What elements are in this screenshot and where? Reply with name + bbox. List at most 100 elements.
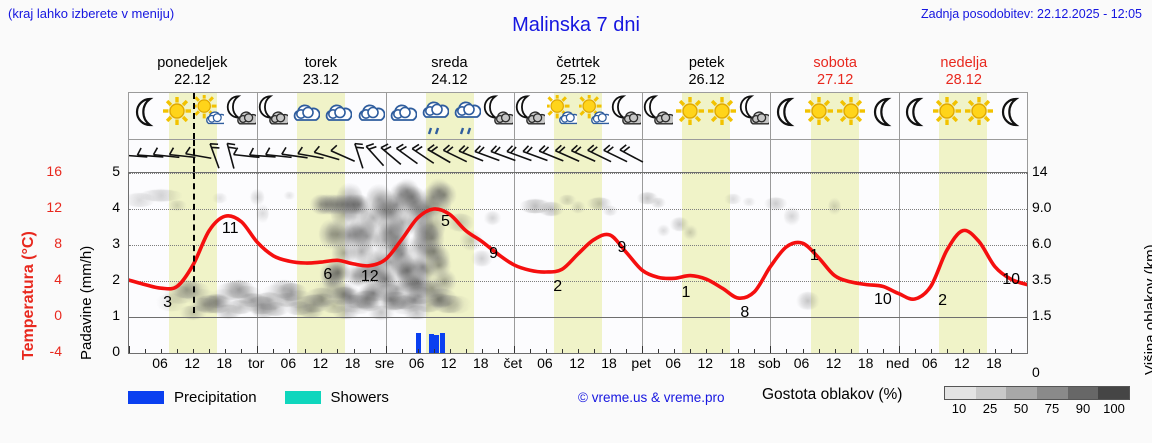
temperature-tick: 0 xyxy=(54,307,62,323)
x-tick xyxy=(834,349,836,353)
x-axis-label: 18 xyxy=(857,355,874,371)
sun-cloud-icon xyxy=(546,95,577,137)
wind-barb xyxy=(152,147,180,159)
density-swatch xyxy=(975,387,1007,399)
x-tick xyxy=(417,349,419,353)
temperature-tick: 8 xyxy=(54,235,62,251)
wind-barb xyxy=(168,147,196,159)
sun-icon xyxy=(932,95,962,137)
cloud-icon xyxy=(355,95,385,137)
x-tick xyxy=(754,349,756,353)
wind-barb xyxy=(265,147,292,159)
day-date: 27.12 xyxy=(817,72,854,88)
x-tick xyxy=(1027,346,1028,353)
location-hint: (kraj lahko izberete v meniju) xyxy=(8,6,175,21)
x-tick xyxy=(642,346,644,353)
x-tick xyxy=(786,349,788,353)
temperature-value-label: 2 xyxy=(553,278,563,295)
day-name: petek xyxy=(688,55,725,71)
x-axis-label: sob xyxy=(758,355,781,371)
x-axis-labels: 06 12 18 tor 06 12 18 sre 06 12 18 čet 06 12 18 pet 06 12… xyxy=(128,355,1028,377)
x-axis-label: pet xyxy=(631,355,651,371)
cloudheight-axis-title: Višina oblakov (km) xyxy=(1142,244,1152,375)
moon-cloud-icon xyxy=(739,95,770,137)
wind-barb xyxy=(281,146,308,159)
x-tick xyxy=(930,349,932,353)
wind-barb xyxy=(506,145,532,162)
wind-barb xyxy=(354,142,365,169)
wind-barb xyxy=(490,145,516,162)
cloud-density-field xyxy=(129,173,1027,353)
day-date: 26.12 xyxy=(688,72,725,88)
wind-barb xyxy=(365,143,385,167)
temperature-value-label: 10 xyxy=(1002,270,1021,288)
density-swatch xyxy=(945,387,976,399)
wind-barb xyxy=(232,147,260,159)
day-separator xyxy=(385,140,387,172)
day-separator xyxy=(770,140,772,172)
moon-cloud-icon xyxy=(515,95,545,137)
x-tick xyxy=(770,346,772,353)
temperature-value-label: 1 xyxy=(809,247,819,265)
wind-barb xyxy=(538,144,564,162)
x-tick xyxy=(594,349,596,353)
wind-barb xyxy=(395,143,418,165)
sun-cloud-icon xyxy=(579,95,610,137)
temperature-value-label: 1 xyxy=(681,284,691,302)
sun-icon xyxy=(162,95,192,137)
wind-barb xyxy=(330,144,356,163)
x-tick xyxy=(674,349,676,353)
x-tick xyxy=(529,349,531,353)
temperature-tick: 12 xyxy=(46,199,62,215)
moon-icon xyxy=(868,95,898,137)
moon-icon xyxy=(130,95,160,137)
day-header-četrtek: četrtek 25.12 xyxy=(514,55,643,91)
day-separator xyxy=(513,93,515,139)
x-axis-label: tor xyxy=(248,355,265,371)
cloudheight-tick: 9.0 xyxy=(1032,199,1052,215)
x-axis-label: 12 xyxy=(954,355,970,371)
wind-barb xyxy=(619,144,644,163)
precipitation-legend: Precipitation Showers xyxy=(128,386,407,408)
x-tick xyxy=(337,349,339,353)
temperature-tick: -4 xyxy=(49,343,62,359)
temperature-value-label: 2 xyxy=(938,292,948,310)
x-axis-label: 12 xyxy=(440,355,457,371)
day-date: 28.12 xyxy=(945,72,982,88)
daylight-shade xyxy=(297,140,346,172)
density-tick: 75 xyxy=(1044,401,1060,416)
x-tick xyxy=(658,349,660,353)
sun-icon xyxy=(964,95,994,137)
x-tick xyxy=(305,349,307,353)
day-date: 22.12 xyxy=(174,72,211,88)
density-tick: 50 xyxy=(1013,401,1029,416)
x-tick xyxy=(610,349,612,353)
wind-barb xyxy=(411,143,435,164)
cloudheight-tick: 3.5 xyxy=(1032,271,1052,287)
wind-barb xyxy=(226,142,237,169)
precipitation-tick: 4 xyxy=(112,199,120,215)
showers-legend-label: Showers xyxy=(330,388,389,406)
temperature-value-label: 3 xyxy=(163,294,172,312)
sun-cloud-icon xyxy=(194,95,225,137)
x-tick xyxy=(914,349,916,353)
x-axis-label: 18 xyxy=(216,355,232,371)
x-axis-label: sre xyxy=(374,355,395,371)
day-header-sobota: sobota 27.12 xyxy=(771,55,900,91)
x-tick xyxy=(994,349,996,353)
x-tick xyxy=(561,349,563,353)
x-axis-label: 12 xyxy=(184,355,200,371)
density-tick: 10 xyxy=(951,401,967,416)
day-name: torek xyxy=(304,55,337,71)
precipitation-tick: 0 xyxy=(112,343,120,359)
temperature-value-label: 9 xyxy=(617,239,627,257)
precipitation-bar xyxy=(415,333,421,353)
x-tick xyxy=(433,349,435,353)
day-date: 23.12 xyxy=(302,72,340,88)
wind-barb xyxy=(603,144,628,163)
x-axis-label: 06 xyxy=(408,355,425,371)
x-tick xyxy=(578,349,579,353)
x-tick xyxy=(626,349,628,353)
cloudheight-tick: 1.5 xyxy=(1032,307,1052,323)
day-separator xyxy=(513,140,515,172)
